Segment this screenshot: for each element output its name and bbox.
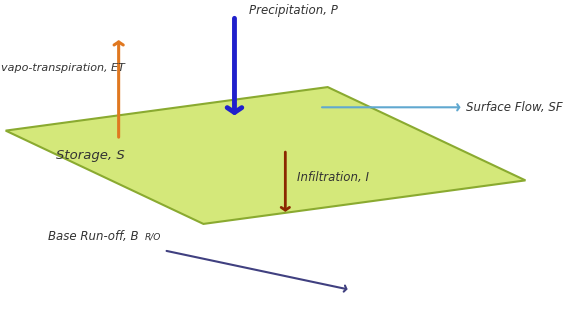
Text: Infiltration, I: Infiltration, I (297, 171, 368, 184)
Text: vapo-transpiration, ET: vapo-transpiration, ET (1, 63, 124, 73)
Text: Precipitation, P: Precipitation, P (249, 4, 337, 17)
Text: Base Run-off, B: Base Run-off, B (48, 230, 138, 243)
Text: Surface Flow, SF: Surface Flow, SF (466, 101, 563, 114)
Polygon shape (6, 87, 525, 224)
Text: Storage, S: Storage, S (56, 149, 125, 162)
Text: R/O: R/O (145, 232, 162, 241)
